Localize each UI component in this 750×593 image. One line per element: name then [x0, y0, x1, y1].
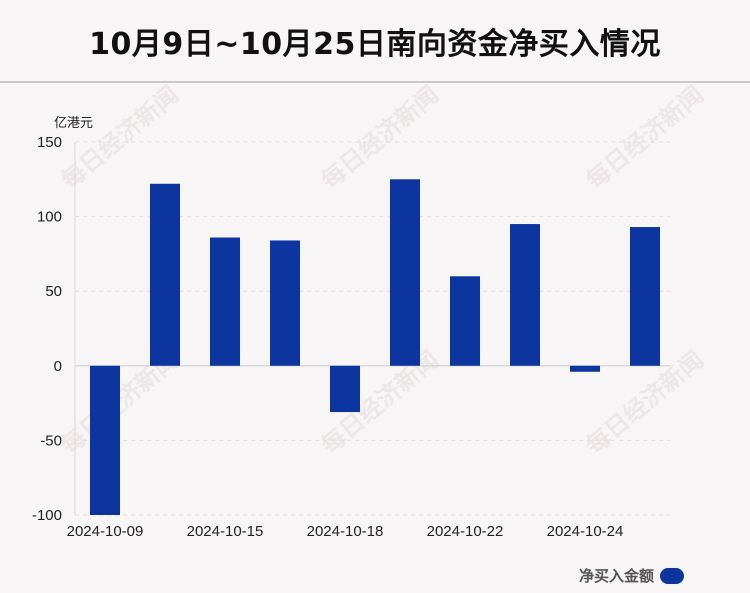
- chart-title: 10月9日~10月25日南向资金净买入情况: [89, 26, 661, 62]
- y-tick-label: 50: [45, 283, 62, 300]
- y-tick-label: -100: [32, 507, 62, 524]
- bar-2024-10-15: [210, 237, 240, 366]
- x-tick-label: 2024-10-09: [67, 523, 144, 540]
- watermark-text: 每日经济新闻: [580, 80, 709, 195]
- y-tick-label: 100: [37, 209, 62, 226]
- x-tick-label: 2024-10-15: [187, 523, 264, 540]
- bar-2024-10-22: [450, 276, 480, 366]
- title-bar: 10月9日~10月25日南向资金净买入情况: [0, 0, 750, 83]
- bar-2024-10-24: [570, 365, 600, 372]
- x-tick-label: 2024-10-22: [427, 523, 504, 540]
- x-tick-label: 2024-10-24: [547, 523, 624, 540]
- y-tick-label: 0: [54, 358, 62, 375]
- bar-2024-10-16: [270, 240, 300, 366]
- watermark-text: 每日经济新闻: [315, 80, 444, 195]
- bar-2024-10-23: [510, 224, 540, 366]
- bar-2024-10-18: [330, 365, 360, 413]
- bar-2024-10-25: [630, 227, 660, 366]
- bar-2024-10-09: [90, 365, 120, 515]
- legend-swatch: [660, 567, 684, 584]
- legend-label: 净买入金额: [578, 567, 654, 585]
- legend[interactable]: 净买入金额: [579, 565, 684, 586]
- bar-2024-10-11: [150, 183, 180, 366]
- bar-2024-10-21: [390, 179, 420, 366]
- y-tick-label: 150: [37, 134, 62, 151]
- y-axis-unit: 亿港元: [54, 116, 94, 131]
- y-tick-label: -50: [40, 432, 62, 449]
- x-tick-label: 2024-10-18: [307, 523, 384, 540]
